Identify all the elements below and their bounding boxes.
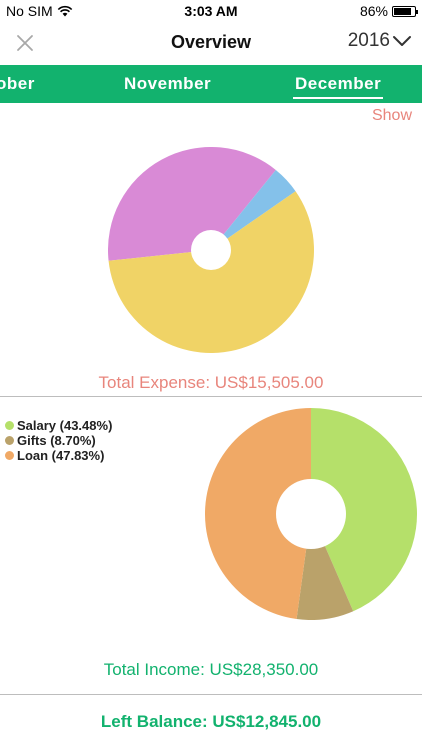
battery-group: 86% <box>359 3 418 19</box>
month-tab-november[interactable]: November <box>124 74 212 93</box>
income-legend: Salary (43.48%) Gifts (8.70%) Loan (47.83%… <box>5 418 112 463</box>
expense-slice-1 <box>108 147 276 261</box>
expense-slice-3 <box>108 191 314 353</box>
total-income: Total Income: US$28,350.00 <box>103 660 319 679</box>
carrier-group: No SIM <box>6 3 73 19</box>
close-icon[interactable] <box>12 30 38 56</box>
carrier-text: No SIM <box>6 3 53 19</box>
income-slice-salary <box>311 408 417 612</box>
left-balance: Left Balance: US$12,845.00 <box>100 712 322 731</box>
expense-donut-hole <box>191 230 231 270</box>
month-tab-october[interactable]: ober <box>0 74 35 93</box>
expense-pie-chart <box>108 147 314 353</box>
nav-bar: Overview 2016 <box>0 22 422 64</box>
legend-label: Loan (47.83%) <box>17 448 105 463</box>
battery-percent: 86% <box>359 3 388 19</box>
legend-label: Gifts (8.70%) <box>17 433 96 448</box>
wifi-icon <box>57 5 72 17</box>
month-tab-december[interactable]: December <box>295 74 382 93</box>
chevron-down-icon <box>393 36 411 46</box>
legend-item: Gifts (8.70%) <box>5 433 112 448</box>
legend-label: Salary (43.48%) <box>17 418 113 433</box>
legend-dot-icon <box>5 421 14 430</box>
divider <box>0 694 422 695</box>
legend-item: Salary (43.48%) <box>5 418 112 433</box>
show-button[interactable]: Show <box>371 107 412 124</box>
active-tab-indicator <box>293 97 383 99</box>
battery-icon <box>392 5 418 17</box>
expense-slice-2 <box>211 169 296 250</box>
income-donut-hole <box>276 479 346 549</box>
income-pie-chart <box>205 408 417 620</box>
status-bar: No SIM 3:03 AM 86% <box>0 0 422 22</box>
total-expense: Total Expense: US$15,505.00 <box>98 373 324 392</box>
status-time: 3:03 AM <box>184 3 238 19</box>
month-tab-bar: ober November December <box>0 65 422 103</box>
year-selector[interactable]: 2016 <box>348 30 412 52</box>
legend-dot-icon <box>5 436 14 445</box>
legend-item: Loan (47.83%) <box>5 448 112 463</box>
divider <box>0 396 422 397</box>
legend-dot-icon <box>5 451 14 460</box>
income-slice-loan <box>205 408 311 620</box>
year-value: 2016 <box>347 30 390 51</box>
